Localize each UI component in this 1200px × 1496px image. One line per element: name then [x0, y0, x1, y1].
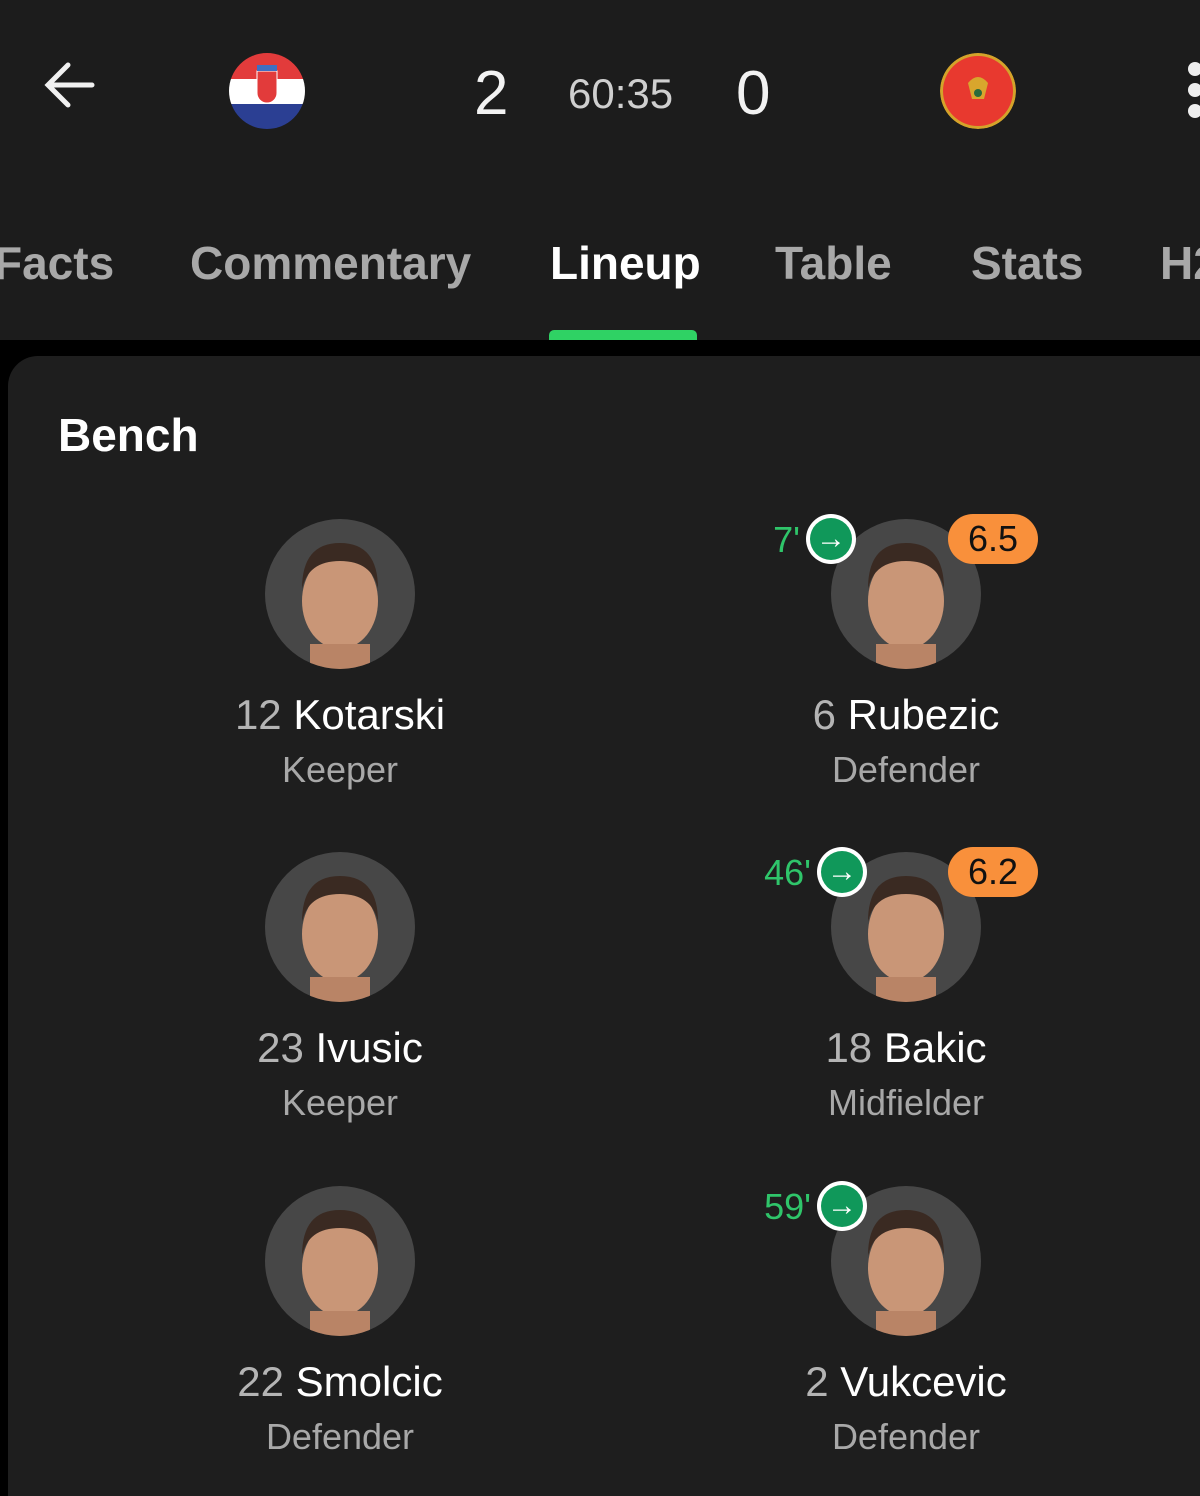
player-surname: Bakic [883, 1024, 987, 1071]
player-role: Midfielder [827, 1082, 985, 1123]
player-rating-badge: 6.5 [948, 514, 1038, 564]
sub-minute: 7' [773, 519, 800, 560]
match-header: 2 60:35 0 Facts Commentary Lineup Table … [0, 0, 1200, 340]
player-name: 23 Ivusic [140, 1024, 540, 1072]
tab-commentary[interactable]: Commentary [190, 237, 472, 289]
player-photo [831, 519, 981, 669]
player-number: 12 [234, 691, 282, 738]
player-photo [265, 519, 415, 669]
tab-lineup[interactable]: Lineup [550, 237, 701, 289]
player-surname: Kotarski [293, 691, 446, 738]
tab-stats[interactable]: Stats [971, 237, 1084, 289]
back-arrow-icon[interactable] [40, 55, 100, 115]
player-role: Keeper [281, 749, 399, 790]
player-photo [265, 1186, 415, 1336]
player-photo [265, 852, 415, 1002]
player-number: 22 [237, 1358, 284, 1405]
home-score: 2 [474, 59, 509, 128]
player-surname: Ivusic [315, 1024, 423, 1071]
tab-table[interactable]: Table [775, 237, 892, 289]
player-role: Keeper [281, 1082, 399, 1123]
sub-minute: 46' [764, 852, 811, 893]
player-surname: Smolcic [295, 1358, 443, 1405]
player-number: 6 [812, 691, 836, 738]
player-number: 18 [825, 1024, 873, 1071]
player-name: 2 Vukcevic [706, 1358, 1106, 1406]
substitution-in-icon: → [806, 514, 856, 564]
substitution-in-icon: → [817, 1181, 867, 1231]
player-surname: Vukcevic [840, 1358, 1007, 1405]
substitution-in-icon: → [817, 847, 867, 897]
montenegro-flag-icon[interactable] [940, 53, 1016, 129]
player-name: 12 Kotarski [140, 691, 540, 739]
bench-title: Bench [58, 409, 199, 461]
player-rating-badge: 6.2 [948, 847, 1038, 897]
player-name: 22 Smolcic [140, 1358, 540, 1406]
away-score: 0 [736, 59, 771, 128]
player-name: 6 Rubezic [706, 691, 1106, 739]
more-options-icon[interactable] [1188, 62, 1200, 125]
tab-facts[interactable]: Facts [0, 237, 115, 289]
match-clock: 60:35 [568, 70, 674, 117]
sub-minute: 59' [764, 1186, 811, 1227]
tab-h2h[interactable]: H2H [1160, 237, 1200, 289]
player-role: Defender [831, 1416, 981, 1457]
player-surname: Rubezic [847, 691, 1000, 738]
player-role: Defender [265, 1416, 415, 1457]
player-number: 2 [805, 1358, 829, 1405]
croatia-flag-icon[interactable] [229, 53, 305, 129]
player-number: 23 [257, 1024, 304, 1071]
player-role: Defender [831, 749, 981, 790]
active-tab-indicator [549, 330, 697, 340]
player-name: 18 Bakic [706, 1024, 1106, 1072]
